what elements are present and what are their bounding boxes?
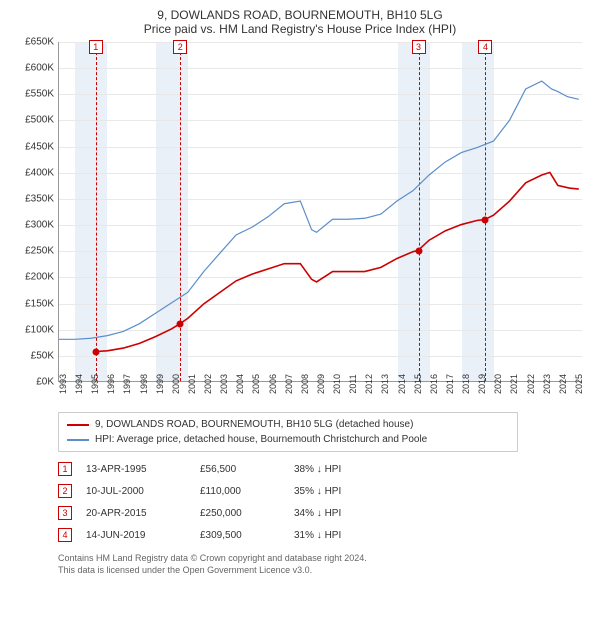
y-tick-label: £400K: [25, 167, 54, 178]
title-address: 9, DOWLANDS ROAD, BOURNEMOUTH, BH10 5LG: [18, 8, 582, 22]
y-tick-label: £200K: [25, 272, 54, 283]
plot-region: 1 2 3 4: [58, 42, 582, 382]
transaction-row: 3 20-APR-2015 £250,000 34% ↓ HPI: [58, 502, 582, 524]
footer: Contains HM Land Registry data © Crown c…: [58, 552, 582, 576]
transaction-delta: 38% ↓ HPI: [294, 464, 341, 475]
transaction-num: 2: [58, 484, 72, 498]
y-tick-label: £550K: [25, 89, 54, 100]
x-axis: 1993199419951996199719981999200020012002…: [58, 382, 582, 402]
legend-swatch: [67, 424, 89, 426]
data-point-dot: [92, 349, 99, 356]
series-line: [96, 172, 579, 351]
y-tick-label: £0K: [36, 377, 54, 388]
y-tick-label: £500K: [25, 115, 54, 126]
y-tick-label: £600K: [25, 63, 54, 74]
data-point-dot: [177, 321, 184, 328]
transaction-date: 14-JUN-2019: [86, 530, 186, 541]
transaction-price: £56,500: [200, 464, 280, 475]
transaction-row: 2 10-JUL-2000 £110,000 35% ↓ HPI: [58, 480, 582, 502]
marker-box: 1: [89, 40, 103, 54]
footer-line1: Contains HM Land Registry data © Crown c…: [58, 552, 582, 564]
legend-swatch: [67, 439, 89, 441]
transaction-num: 3: [58, 506, 72, 520]
transaction-delta: 35% ↓ HPI: [294, 486, 341, 497]
series-line: [59, 81, 579, 339]
transaction-delta: 34% ↓ HPI: [294, 508, 341, 519]
marker-box: 3: [412, 40, 426, 54]
transaction-row: 4 14-JUN-2019 £309,500 31% ↓ HPI: [58, 524, 582, 546]
y-tick-label: £150K: [25, 298, 54, 309]
transaction-delta: 31% ↓ HPI: [294, 530, 341, 541]
y-tick-label: £350K: [25, 193, 54, 204]
transactions-table: 1 13-APR-1995 £56,500 38% ↓ HPI 2 10-JUL-2000…: [58, 458, 582, 546]
transaction-price: £309,500: [200, 530, 280, 541]
legend-row: 9, DOWLANDS ROAD, BOURNEMOUTH, BH10 5LG …: [67, 417, 509, 432]
legend-row: HPI: Average price, detached house, Bour…: [67, 432, 509, 447]
data-point-dot: [482, 217, 489, 224]
y-tick-label: £650K: [25, 37, 54, 48]
y-tick-label: £50K: [31, 350, 54, 361]
transaction-price: £110,000: [200, 486, 280, 497]
legend: 9, DOWLANDS ROAD, BOURNEMOUTH, BH10 5LG …: [58, 412, 518, 452]
data-point-dot: [415, 248, 422, 255]
transaction-num: 4: [58, 528, 72, 542]
transaction-price: £250,000: [200, 508, 280, 519]
footer-line2: This data is licensed under the Open Gov…: [58, 564, 582, 576]
transaction-num: 1: [58, 462, 72, 476]
y-tick-label: £100K: [25, 324, 54, 335]
transaction-date: 13-APR-1995: [86, 464, 186, 475]
y-tick-label: £300K: [25, 220, 54, 231]
y-tick-label: £450K: [25, 141, 54, 152]
y-axis: £0K£50K£100K£150K£200K£250K£300K£350K£40…: [18, 42, 58, 382]
y-tick-label: £250K: [25, 246, 54, 257]
chart-container: 9, DOWLANDS ROAD, BOURNEMOUTH, BH10 5LG …: [0, 0, 600, 580]
legend-label: 9, DOWLANDS ROAD, BOURNEMOUTH, BH10 5LG …: [95, 417, 413, 432]
legend-label: HPI: Average price, detached house, Bour…: [95, 432, 427, 447]
series-svg: [59, 42, 582, 381]
chart-area: £0K £50K £100K £150K £200K £250K £300K £350K £40…: [18, 42, 582, 402]
title-sub: Price paid vs. HM Land Registry's House …: [18, 22, 582, 36]
marker-box: 4: [478, 40, 492, 54]
transaction-date: 20-APR-2015: [86, 508, 186, 519]
transaction-row: 1 13-APR-1995 £56,500 38% ↓ HPI: [58, 458, 582, 480]
marker-box: 2: [173, 40, 187, 54]
transaction-date: 10-JUL-2000: [86, 486, 186, 497]
title-block: 9, DOWLANDS ROAD, BOURNEMOUTH, BH10 5LG …: [18, 8, 582, 36]
